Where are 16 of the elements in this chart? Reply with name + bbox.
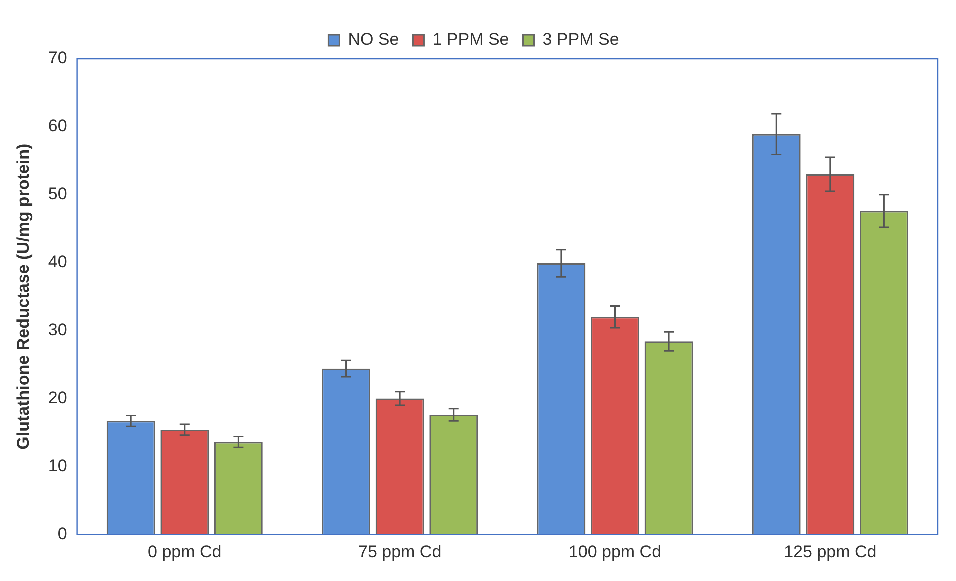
y-tick-label: 70: [48, 48, 68, 68]
y-axis-title: Glutathione Reductase (U/mg protein): [14, 144, 33, 450]
y-tick-label: 10: [48, 456, 68, 476]
x-tick-label: 75 ppm Cd: [358, 542, 442, 562]
x-tick-label: 100 ppm Cd: [568, 542, 662, 562]
y-tick-label: 50: [48, 184, 68, 204]
legend-label: NO Se: [348, 30, 400, 50]
y-tick-label: 60: [48, 116, 68, 136]
y-tick-label: 0: [58, 524, 68, 544]
x-tick-label: 0 ppm Cd: [148, 542, 222, 562]
y-tick-label: 40: [48, 252, 68, 272]
y-tick-label: 20: [48, 388, 68, 408]
y-tick-label: 30: [48, 320, 68, 340]
legend-label: 3 PPM Se: [542, 30, 620, 50]
x-tick-label: 125 ppm Cd: [784, 542, 877, 562]
legend-label: 1 PPM Se: [432, 30, 510, 50]
